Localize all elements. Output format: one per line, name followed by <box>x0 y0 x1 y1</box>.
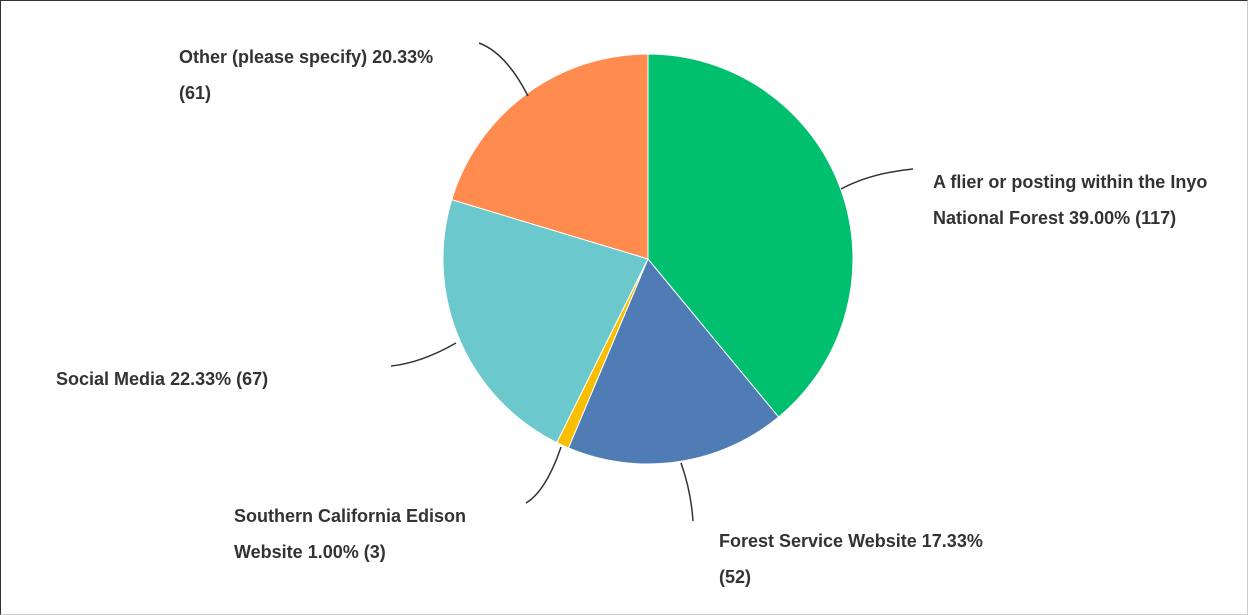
label-name: Southern California Edison Website <box>234 506 467 562</box>
label-percent: 22.33% <box>170 369 232 389</box>
label-count: (67) <box>236 369 269 389</box>
label-name: Social Media <box>56 369 166 389</box>
slice-label: Forest Service Website 17.33% (52) <box>719 523 1019 595</box>
label-name: Forest Service Website <box>719 531 917 551</box>
label-count: (117) <box>1135 208 1177 228</box>
slice-label: A flier or posting within the Inyo Natio… <box>933 164 1233 236</box>
leader-line <box>680 462 694 522</box>
label-name: A flier or posting within the Inyo Natio… <box>933 172 1208 228</box>
pie-slice <box>647 53 854 418</box>
leader-line <box>478 42 529 97</box>
label-name: Other (please specify) <box>179 47 368 67</box>
leader-line <box>840 168 914 190</box>
label-count: (3) <box>363 542 386 562</box>
pie-slice <box>451 53 649 260</box>
slice-label: Social Media 22.33% (67) <box>56 361 396 397</box>
label-count: (61) <box>179 83 212 103</box>
slice-label: Other (please specify) 20.33% (61) <box>179 39 469 111</box>
slice-label: Southern California Edison Website 1.00%… <box>234 498 496 570</box>
pie-slice <box>567 258 780 465</box>
label-count: (52) <box>719 567 752 587</box>
leader-line <box>390 342 457 367</box>
label-percent: 39.00% <box>1069 208 1131 228</box>
pie-slice <box>442 199 649 444</box>
leader-line <box>525 446 562 504</box>
label-percent: 1.00% <box>307 542 359 562</box>
label-percent: 17.33% <box>921 531 983 551</box>
label-percent: 20.33% <box>372 47 434 67</box>
